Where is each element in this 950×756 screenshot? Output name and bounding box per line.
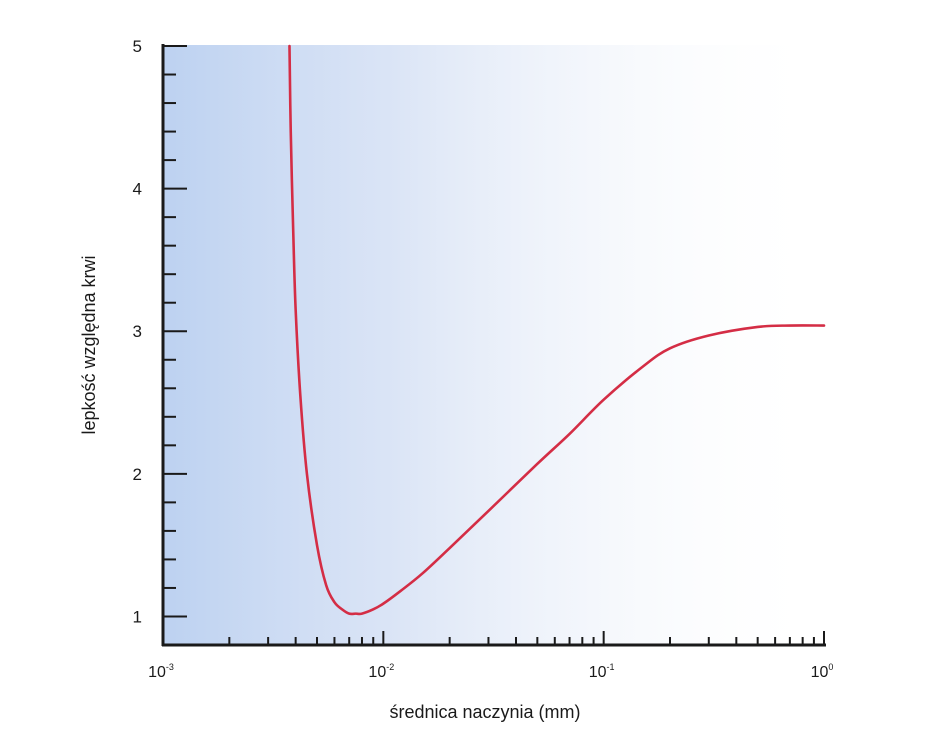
x-tick-label: 10-3 bbox=[148, 662, 174, 681]
y-tick-label: 5 bbox=[133, 37, 142, 56]
x-tick-labels: 10-3 10-2 10-1 100 bbox=[148, 662, 833, 681]
y-tick-labels: 1 2 3 4 5 bbox=[133, 37, 142, 626]
y-tick-label: 3 bbox=[133, 322, 142, 341]
x-axis-label: średnica naczynia (mm) bbox=[389, 702, 580, 722]
y-tick-label: 4 bbox=[133, 180, 142, 199]
y-axis-label: lepkość względna krwi bbox=[79, 255, 99, 434]
x-tick-label: 10-2 bbox=[368, 662, 394, 681]
y-tick-label: 1 bbox=[133, 607, 142, 626]
series-line bbox=[288, 44, 826, 616]
x-tick-label: 100 bbox=[811, 662, 834, 681]
plot-background bbox=[163, 45, 825, 645]
x-tick-label: 10-1 bbox=[589, 662, 615, 681]
series-layer bbox=[288, 44, 826, 616]
y-tick-label: 2 bbox=[133, 465, 142, 484]
